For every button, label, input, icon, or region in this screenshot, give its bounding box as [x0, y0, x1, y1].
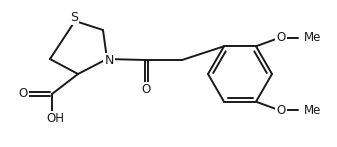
Text: O: O	[276, 31, 286, 44]
Text: O: O	[142, 82, 151, 96]
Text: Me: Me	[304, 104, 321, 117]
Text: O: O	[276, 104, 286, 117]
Text: S: S	[70, 10, 78, 24]
Text: O: O	[19, 87, 28, 100]
Text: Me: Me	[304, 31, 321, 44]
Text: OH: OH	[46, 112, 64, 125]
Text: N: N	[104, 54, 114, 66]
